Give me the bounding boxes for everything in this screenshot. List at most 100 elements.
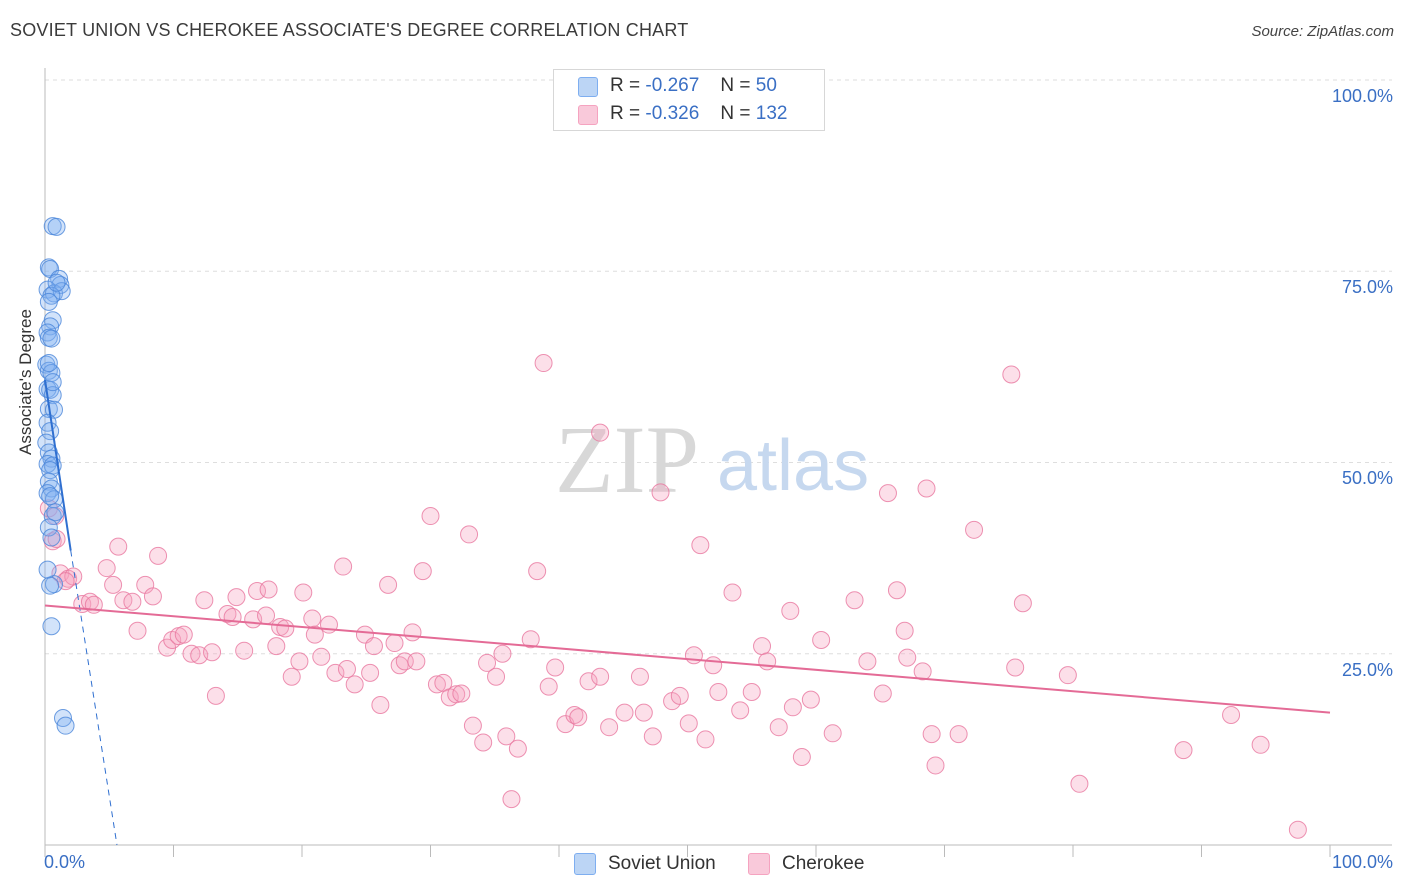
data-point-cherokee	[267, 637, 286, 656]
trend-lines	[44, 379, 1331, 846]
data-point-cherokee	[696, 730, 715, 749]
trend-line-soviet-union	[44, 379, 72, 551]
data-point-cherokee	[276, 619, 295, 638]
data-point-cherokee	[502, 790, 521, 809]
data-point-cherokee	[203, 643, 222, 662]
legend-label-soviet-union: Soviet Union	[608, 853, 716, 874]
data-point-cherokee	[887, 581, 906, 600]
data-point-cherokee	[493, 644, 512, 663]
data-point-soviet-union	[39, 361, 58, 380]
r-value: -0.267	[645, 75, 700, 96]
data-point-cherokee	[361, 663, 380, 682]
data-point-cherokee	[917, 479, 936, 498]
data-point-cherokee	[913, 662, 932, 681]
data-point-cherokee	[949, 725, 968, 744]
data-point-cherokee	[218, 604, 237, 623]
data-point-cherokee	[783, 698, 802, 717]
data-point-cherokee	[312, 647, 331, 666]
chart-title: SOVIET UNION VS CHEROKEE ASSOCIATE'S DEG…	[10, 20, 689, 40]
data-point-cherokee	[227, 588, 246, 607]
n-label: N =	[720, 103, 751, 124]
data-point-cherokee	[345, 675, 364, 694]
data-point-cherokee	[534, 354, 553, 373]
data-point-cherokee	[206, 686, 225, 705]
data-point-soviet-union	[42, 617, 61, 636]
data-point-cherokee	[97, 559, 116, 578]
axes	[44, 68, 1392, 857]
data-point-cherokee	[528, 562, 547, 581]
data-point-cherokee	[403, 623, 422, 642]
data-point-cherokee	[651, 483, 670, 502]
data-point-cherokee	[1013, 594, 1032, 613]
y-tick-75: 75.0%	[1341, 277, 1393, 297]
data-point-cherokee	[539, 677, 558, 696]
data-point-cherokee	[758, 652, 777, 671]
x-tick-0: 0.0%	[44, 852, 86, 872]
data-point-cherokee	[600, 718, 619, 737]
data-point-soviet-union	[41, 487, 60, 506]
data-point-cherokee	[878, 484, 897, 503]
data-point-cherokee	[579, 672, 598, 691]
n-label: N =	[720, 75, 751, 96]
legend-swatch-cherokee	[748, 853, 770, 875]
data-point-cherokee	[223, 608, 242, 627]
y-axis-label: Associate's Degree	[16, 309, 35, 455]
data-point-cherokee	[421, 507, 440, 526]
data-point-soviet-union	[39, 472, 58, 491]
data-point-soviet-union	[46, 503, 65, 522]
data-point-soviet-union	[39, 354, 58, 373]
data-point-cherokee	[1006, 658, 1025, 677]
data-point-cherokee	[898, 648, 917, 667]
data-point-cherokee	[474, 733, 493, 752]
data-point-cherokee	[447, 685, 466, 704]
data-point-cherokee	[385, 634, 404, 653]
y-tick-100: 100.0%	[1331, 86, 1393, 106]
data-point-cherokee	[195, 591, 214, 610]
data-point-cherokee	[235, 641, 254, 660]
legend-label-cherokee: Cherokee	[782, 853, 865, 874]
data-point-cherokee	[128, 621, 147, 640]
y-tick-25: 25.0%	[1341, 660, 1393, 680]
data-point-cherokee	[334, 557, 353, 576]
data-point-cherokee	[521, 630, 540, 649]
data-point-cherokee	[326, 663, 345, 682]
data-point-cherokee	[634, 703, 653, 722]
data-point-cherokee	[1222, 705, 1241, 724]
n-value: 50	[755, 75, 777, 96]
data-point-cherokee	[569, 708, 588, 727]
data-point-soviet-union	[47, 217, 66, 236]
data-point-cherokee	[407, 652, 426, 671]
data-point-cherokee	[143, 587, 162, 606]
data-point-cherokee	[427, 675, 446, 694]
data-point-cherokee	[965, 520, 984, 539]
data-point-cherokee	[781, 601, 800, 620]
data-point-cherokee	[591, 667, 610, 686]
data-point-cherokee	[679, 714, 698, 733]
data-point-cherokee	[1288, 820, 1307, 839]
watermark-zip: ZIP	[555, 406, 699, 513]
data-point-cherokee	[792, 748, 811, 767]
trend-line-soviet-union-extension	[70, 550, 118, 846]
data-point-soviet-union	[42, 528, 61, 547]
data-point-cherokee	[305, 625, 324, 644]
trend-line-cherokee	[44, 604, 1331, 714]
data-point-soviet-union	[56, 716, 75, 735]
data-point-cherokee	[452, 684, 471, 703]
data-point-cherokee	[845, 591, 864, 610]
data-point-cherokee	[753, 637, 772, 656]
data-point-cherokee	[294, 583, 313, 602]
data-point-cherokee	[742, 683, 761, 701]
data-point-cherokee	[149, 546, 168, 565]
r-label: R =	[610, 103, 641, 124]
data-point-cherokee	[873, 684, 892, 703]
x-tick-100: 100.0%	[1331, 852, 1393, 872]
data-point-soviet-union	[39, 292, 58, 311]
data-point-cherokee	[487, 667, 506, 686]
data-point-cherokee	[723, 583, 742, 602]
data-point-soviet-union	[52, 282, 71, 301]
data-point-cherokee	[104, 575, 123, 594]
n-value: 132	[755, 103, 788, 124]
data-point-cherokee	[684, 646, 703, 665]
data-point-cherokee	[460, 525, 479, 544]
